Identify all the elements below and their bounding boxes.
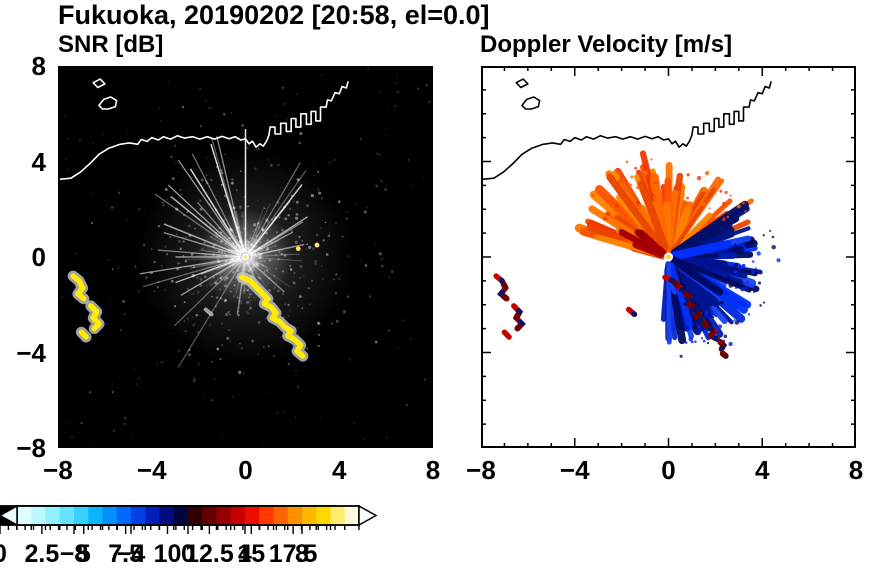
colorbar-labels: −8 −4 0 4 8 <box>60 540 309 568</box>
y-tick-label: −4 <box>16 337 46 368</box>
colorbar-under-arrow <box>0 504 18 527</box>
colorbar-tick-label: 0 <box>181 540 195 568</box>
x-tick-label: 0 <box>238 455 253 485</box>
velocity-panel-title: Doppler Velocity [m/s] <box>480 31 733 58</box>
x-tick-label: 4 <box>332 455 347 485</box>
colorbar-ticks <box>16 525 360 534</box>
colorbar-tick-label: −8 <box>60 540 89 568</box>
x-tick-label: 8 <box>848 455 864 485</box>
colorbar-tick-label: −4 <box>117 540 146 568</box>
radar-center-dot <box>664 252 673 262</box>
snr-panel-title: SNR [dB] <box>58 31 164 58</box>
clutter-echoes <box>67 270 309 362</box>
hot-spot <box>295 246 301 252</box>
figure-title: Fukuoka, 20190202 [20:58, el=0.0] <box>58 0 490 30</box>
plot-frame <box>58 66 433 448</box>
x-tick-label: 4 <box>755 455 770 485</box>
colorbar-bar <box>16 505 360 526</box>
coastline <box>58 78 349 181</box>
colorbar-tick-label: 0 <box>0 540 7 568</box>
coastline <box>481 78 772 181</box>
positive-velocity-accents <box>618 228 668 258</box>
colorbar-tick-label: 15 <box>237 540 265 568</box>
colorbar-tick-label: 10 <box>154 540 182 568</box>
y-tick-label: 4 <box>31 146 46 177</box>
snr-plot <box>58 66 433 448</box>
positive-velocity-speckle <box>592 158 747 221</box>
colorbar-over-arrow <box>358 504 378 527</box>
velocity-plot <box>481 66 856 448</box>
hot-spot <box>314 242 320 248</box>
colorbar-tick-label: 7.5 <box>108 540 143 568</box>
x-tick-label: −8 <box>43 455 73 485</box>
colorbar-tick-label: 5 <box>77 540 91 568</box>
x-tick-label: 8 <box>425 455 441 485</box>
plot-frame <box>481 66 856 448</box>
y-tick-label: 0 <box>31 242 46 272</box>
colorbar-svg: −8 −4 0 4 8 <box>0 504 378 568</box>
velocity-colorbar: −8 −4 0 4 8 <box>0 504 378 568</box>
y-tick-label: 8 <box>31 51 46 81</box>
x-tick-label: 0 <box>661 455 676 485</box>
colorbar-tick-label: 8 <box>295 540 309 568</box>
x-tick-label: −4 <box>136 455 167 485</box>
y-tick-label: −8 <box>16 433 46 463</box>
colorbar-tick-label: 12.5 <box>185 540 234 568</box>
x-tick-label: −8 <box>466 455 496 485</box>
clutter-echoes <box>493 273 729 360</box>
colorbar-tick-label: 4 <box>238 540 252 568</box>
colorbar-tick-label: 2.5 <box>25 540 60 568</box>
x-tick-label: −4 <box>559 455 590 485</box>
radar-center-dot <box>241 253 250 261</box>
colorbar-tick-label: 17.5 <box>269 540 318 568</box>
negative-velocity-speckle <box>672 229 781 358</box>
